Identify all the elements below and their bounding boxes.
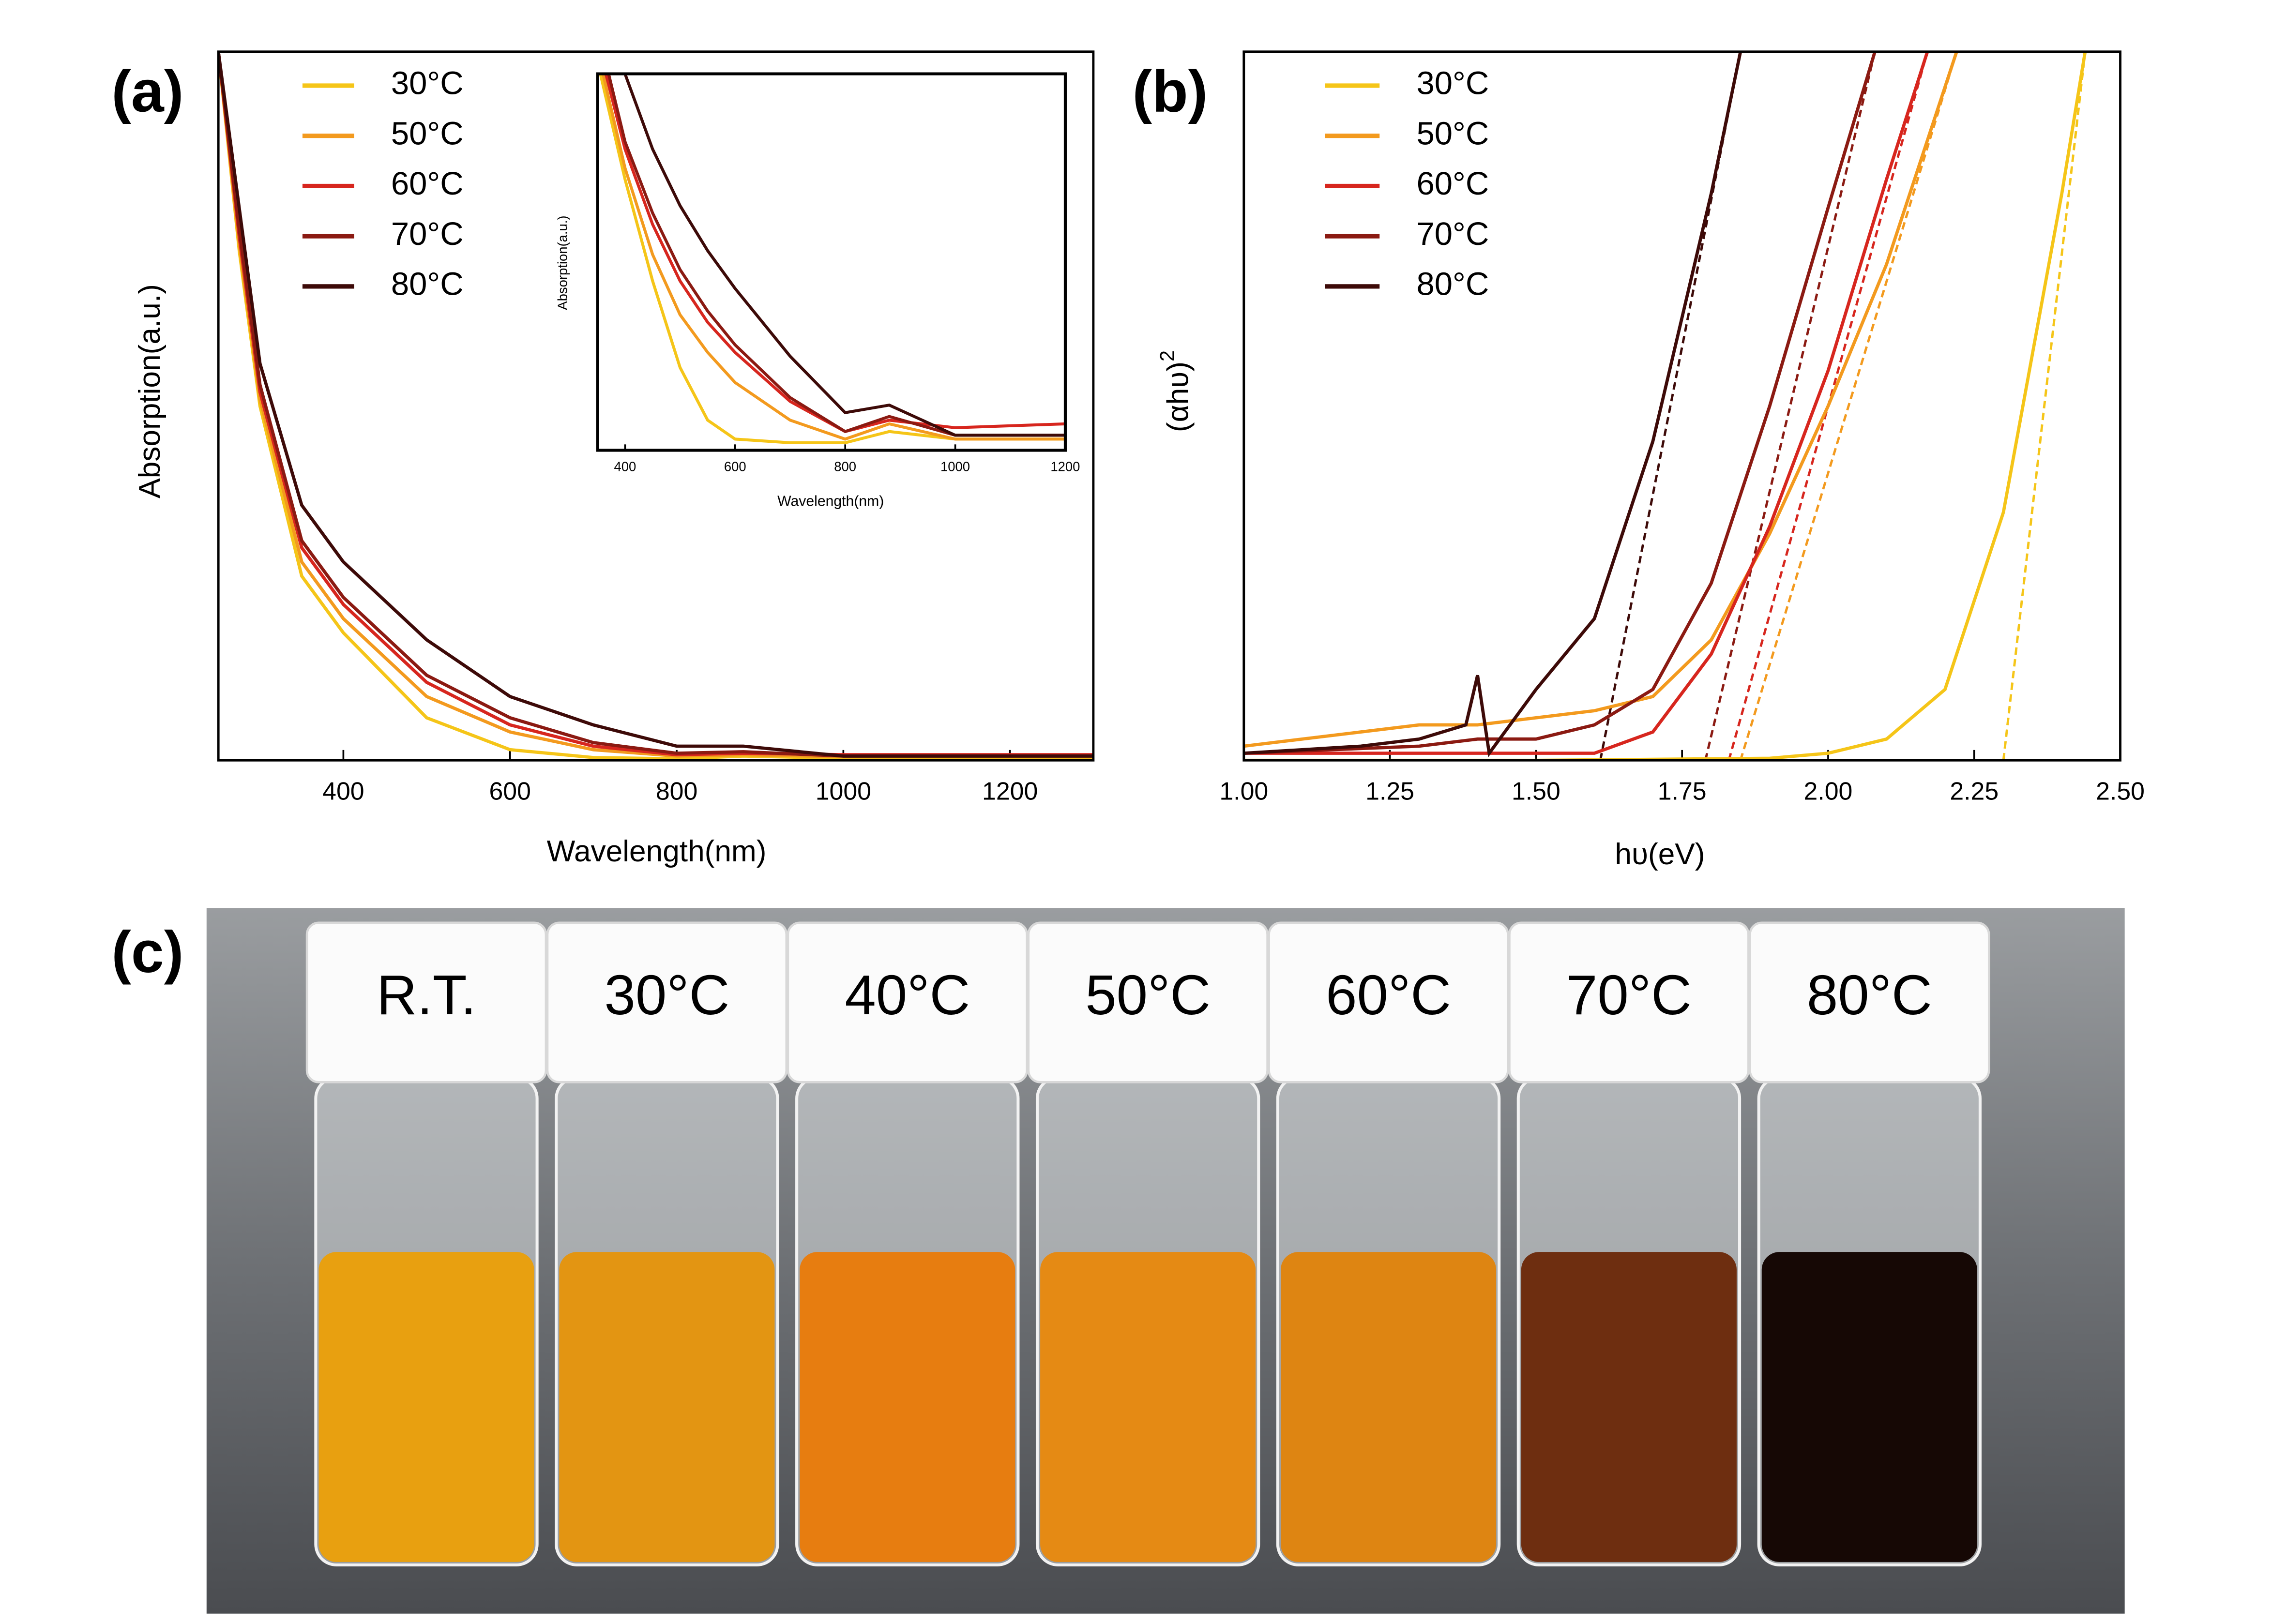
vial-cap (1508, 921, 1750, 1083)
series-line (623, 74, 1065, 437)
series-line (1243, 51, 1929, 755)
x-tick-label: 1.25 (1365, 777, 1414, 805)
plot-frame (217, 50, 1095, 762)
series-line (607, 74, 1065, 437)
y-axis-label: Absorption(a.u.) (555, 215, 570, 310)
series-line (1243, 51, 1742, 758)
x-axis-label: Wavelength(nm) (777, 493, 884, 509)
panel-label: (a) (111, 58, 183, 124)
vial-liquid (1281, 1252, 1497, 1562)
vial-label: 70°C (1566, 963, 1692, 1026)
x-tick-label: 600 (489, 777, 531, 805)
vial-label: R.T. (377, 963, 476, 1026)
vial-liquid (1761, 1252, 1977, 1562)
vial-label: 80°C (1807, 963, 1932, 1026)
x-tick-label: 1000 (940, 459, 970, 474)
vial-label: 30°C (604, 963, 729, 1026)
legend-label: 80°C (1416, 266, 1489, 302)
series-line (218, 51, 1093, 758)
x-tick-label: 1.75 (1658, 777, 1707, 805)
series-line (1243, 51, 2087, 761)
vial-label: 60°C (1326, 963, 1451, 1026)
series-line (599, 74, 1065, 445)
x-tick-label: 400 (322, 777, 364, 805)
x-tick-label: 800 (656, 777, 697, 805)
legend-label: 30°C (1416, 65, 1489, 102)
vial-cap (1027, 921, 1269, 1083)
fit-line (2002, 51, 2087, 761)
x-tick-label: 400 (614, 459, 636, 474)
legend-label: 60°C (391, 165, 464, 202)
vial-cap (1268, 921, 1509, 1083)
plot-frame (1242, 50, 2121, 762)
x-tick-label: 1.00 (1219, 777, 1268, 805)
legend-label: 70°C (1416, 216, 1489, 252)
x-tick-label: 2.25 (1950, 777, 1999, 805)
vial-label: 50°C (1085, 963, 1211, 1026)
fit-line (1599, 51, 1742, 761)
x-tick-label: 600 (724, 459, 746, 474)
legend-label: 70°C (391, 216, 464, 252)
panel-label: (b) (1133, 58, 1208, 124)
fit-line (1739, 51, 1958, 761)
vial-liquid (800, 1252, 1015, 1562)
panel-label: (c) (111, 919, 183, 985)
series-line (218, 51, 1093, 758)
vial-liquid (318, 1252, 534, 1562)
vial-liquid (559, 1252, 775, 1562)
series-line (1243, 51, 1958, 748)
y-axis-label-text: Absorption(a.u.) (555, 215, 570, 310)
x-axis-label: Wavelength(nm) (547, 835, 767, 868)
x-tick-label: 1.50 (1512, 777, 1560, 805)
vial-label: 40°C (845, 963, 970, 1026)
x-tick-label: 2.00 (1804, 777, 1853, 805)
vial-liquid (1521, 1252, 1737, 1562)
vial-cap (787, 921, 1028, 1083)
legend-label: 50°C (1416, 115, 1489, 151)
vial-cap (1749, 921, 1990, 1083)
plot-frame (596, 72, 1067, 452)
series-line (601, 74, 1065, 441)
legend-label: 30°C (391, 65, 464, 102)
x-tick-label: 1000 (816, 777, 871, 805)
legend-label: 60°C (1416, 165, 1489, 202)
y-axis-label-text: (αhυ) (1162, 361, 1195, 432)
vial-liquid (1040, 1252, 1256, 1562)
x-axis-label: hυ(eV) (1615, 838, 1705, 871)
legend-label: 80°C (391, 266, 464, 302)
x-tick-label: 1200 (1050, 459, 1080, 474)
vial-cap (546, 921, 788, 1083)
y-axis-label: (αhυ)2 (1155, 350, 1195, 432)
legend-label: 50°C (391, 115, 464, 151)
fit-line (1704, 51, 1876, 761)
y-axis-label-text: Absorption(a.u.) (133, 284, 167, 498)
y-axis-label-sup: 2 (1155, 350, 1178, 361)
series-line (1243, 51, 1877, 755)
vial-cap (305, 921, 547, 1083)
y-axis-label: Absorption(a.u.) (133, 284, 167, 498)
x-tick-label: 2.50 (2096, 777, 2145, 805)
x-tick-label: 800 (834, 459, 856, 474)
inset-bg (597, 74, 1065, 451)
x-tick-label: 1200 (982, 777, 1038, 805)
